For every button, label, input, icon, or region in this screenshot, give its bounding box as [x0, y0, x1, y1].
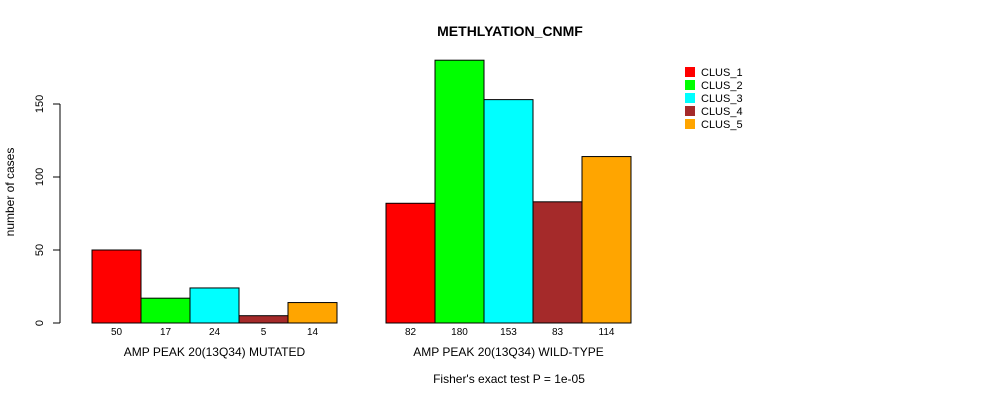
bar-clus-2-group-2: [434, 59, 485, 324]
bars: [91, 59, 632, 324]
legend-swatch: [685, 67, 695, 77]
bar-count-label: 17: [160, 327, 172, 338]
bar-count-label: 153: [500, 327, 517, 338]
count-labels: 50 17 24 5 14 82 180 153 83 114: [111, 327, 615, 338]
bar-count-label: 14: [307, 327, 319, 338]
bar-clus-3-group-2: [483, 99, 534, 324]
bar-clus-3-group-1: [189, 287, 240, 324]
y-tick-label: 50: [34, 244, 46, 256]
legend-swatch: [685, 80, 695, 90]
bar-count-label: 180: [451, 327, 468, 338]
bar-clus-1-group-2: [385, 202, 436, 324]
bar-clus-2-group-1: [140, 297, 191, 324]
legend-entry: CLUS_5: [701, 119, 743, 131]
group-label: AMP PEAK 20(13Q34) MUTATED: [124, 345, 306, 359]
y-axis-label: number of cases: [3, 148, 17, 237]
chart-title: METHLYATION_CNMF: [437, 23, 583, 39]
legend-entry: CLUS_2: [701, 80, 743, 92]
y-tick-label: 150: [34, 95, 46, 113]
bar-count-label: 114: [599, 327, 615, 338]
legend-swatch: [685, 93, 695, 103]
y-tick-label: 0: [34, 320, 46, 326]
bar-clus-4-group-1: [238, 315, 289, 324]
bar-clus-5-group-2: [581, 156, 632, 324]
x-axis-label: Fisher's exact test P = 1e-05: [433, 372, 585, 386]
legend-entry: CLUS_1: [701, 67, 743, 79]
bar-clus-5-group-1: [287, 302, 338, 324]
group-labels: AMP PEAK 20(13Q34) MUTATED AMP PEAK 20(13…: [124, 345, 604, 359]
legend-swatch: [685, 119, 695, 129]
bar-count-label: 24: [209, 327, 221, 338]
y-tick-label: 100: [34, 168, 46, 186]
bar-clus-1-group-1: [91, 249, 142, 324]
legend-entry: CLUS_3: [701, 93, 743, 105]
bar-count-label: 5: [261, 327, 267, 338]
bar-count-label: 50: [111, 327, 123, 338]
bar-count-label: 83: [552, 327, 564, 338]
legend-swatch: [685, 106, 695, 116]
bar-count-label: 82: [405, 327, 417, 338]
y-axis: 0 50 100 150: [34, 95, 61, 326]
group-label: AMP PEAK 20(13Q34) WILD-TYPE: [413, 345, 604, 359]
legend-entry: CLUS_4: [701, 106, 743, 118]
bar-clus-4-group-2: [532, 201, 583, 324]
